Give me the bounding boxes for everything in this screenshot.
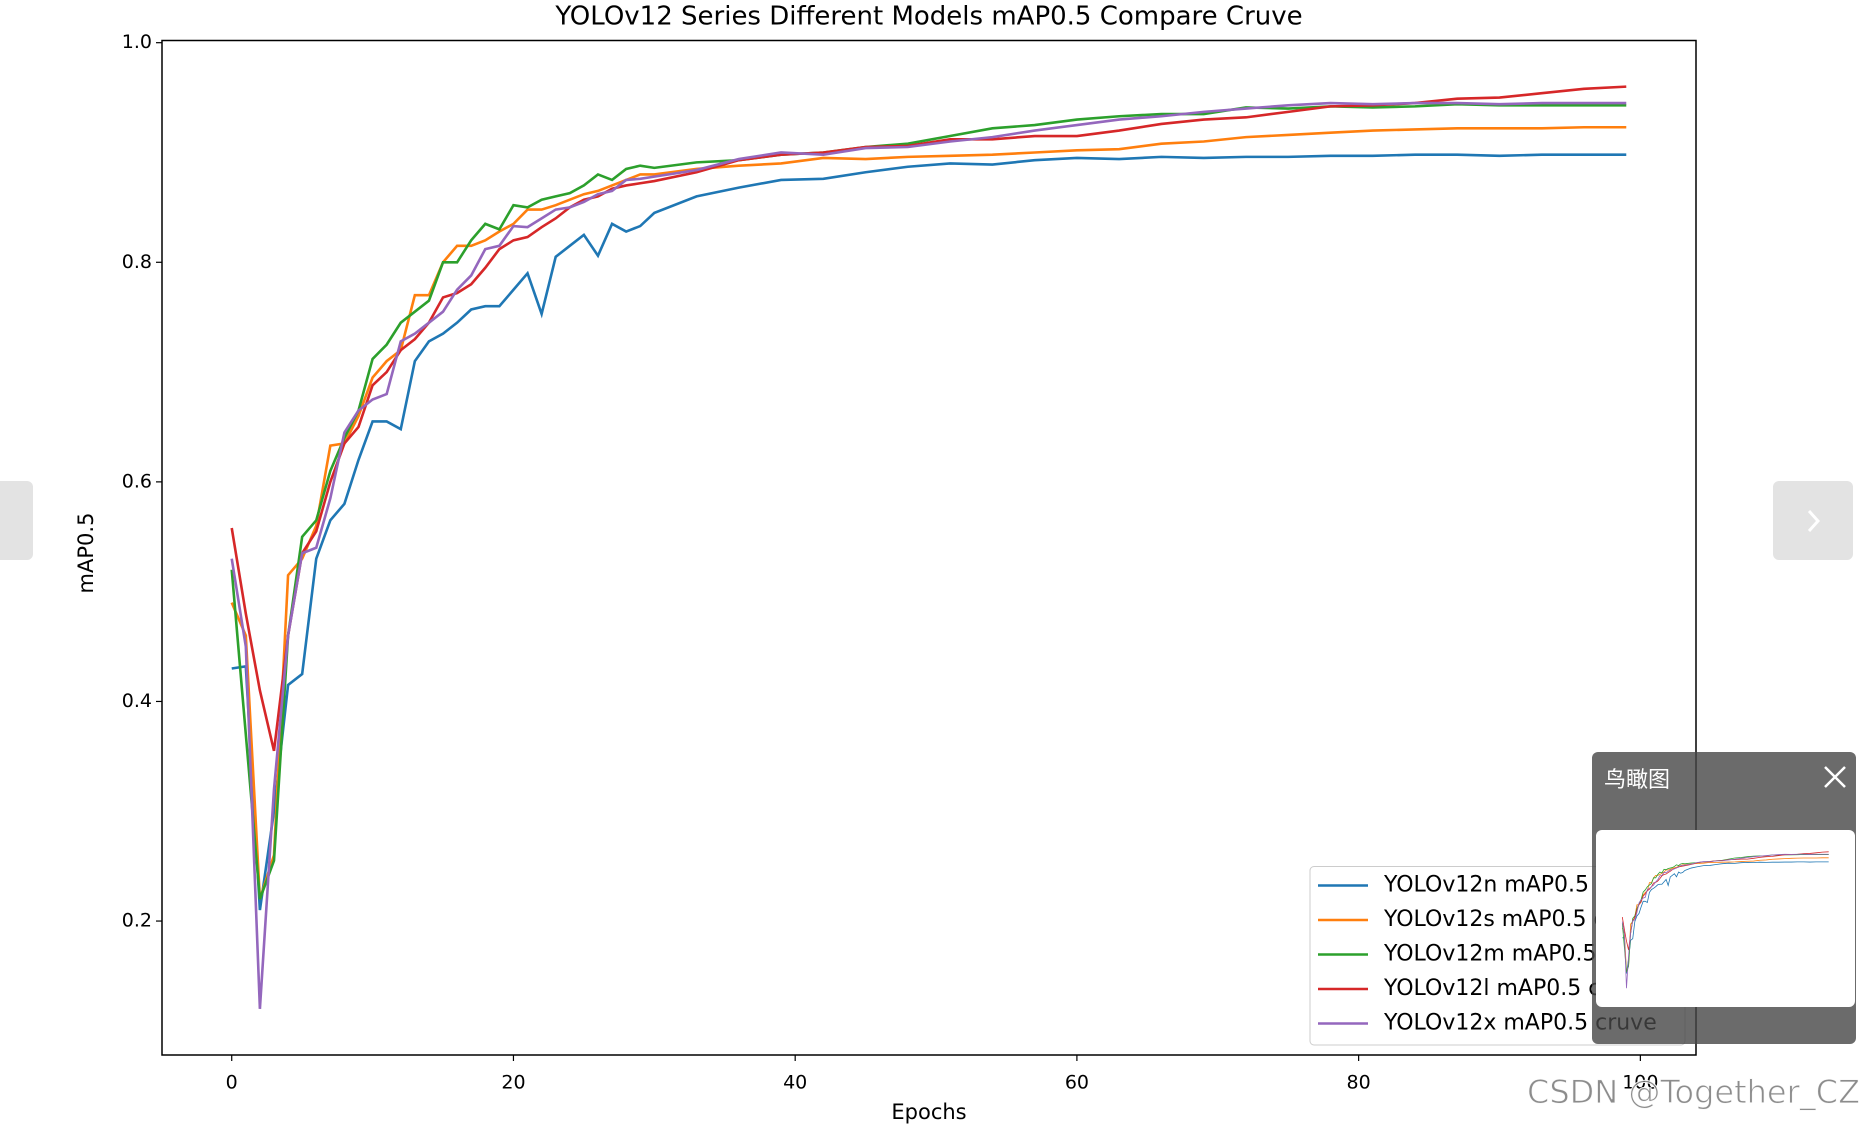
overview-title: 鸟瞰图 (1604, 768, 1671, 793)
overview-line (1621, 857, 1829, 973)
overview-line (1621, 854, 1829, 973)
y-tick-label: 0.4 (122, 690, 152, 712)
x-tick-label: 100 (1622, 1072, 1658, 1094)
next-icon (1807, 509, 1821, 533)
series-line (230, 125, 1627, 900)
overview-line (1621, 853, 1829, 989)
overview-line (1621, 851, 1829, 951)
series-line (230, 101, 1627, 1009)
watermark: CSDN @Together_CZ (1526, 1073, 1861, 1112)
y-tick-label: 0.2 (122, 910, 152, 932)
series-line (230, 102, 1627, 900)
x-tick-label: 40 (783, 1072, 807, 1094)
chart-title: YOLOv12 Series Different Models mAP0.5 C… (554, 2, 1302, 32)
prev-button[interactable] (0, 481, 33, 560)
x-tick-label: 80 (1347, 1072, 1371, 1094)
overview-chart (1621, 851, 1829, 989)
x-tick-label: 20 (501, 1072, 525, 1094)
overview-line (1622, 861, 1829, 974)
series-line (230, 85, 1627, 752)
y-tick-label: 0.6 (122, 470, 152, 492)
x-tick-label: 0 (226, 1072, 238, 1094)
x-axis-label: Epochs (891, 1100, 966, 1124)
y-tick-label: 0.8 (122, 251, 152, 273)
overview-thumbnail[interactable] (1596, 830, 1855, 1007)
series-line (231, 153, 1627, 911)
x-tick-label: 60 (1065, 1072, 1089, 1094)
plot-frame (161, 39, 1697, 1056)
y-axis-label: mAP0.5 (74, 513, 98, 594)
next-button[interactable] (1773, 481, 1853, 560)
y-tick-label: 1.0 (122, 31, 152, 53)
close-button[interactable] (1822, 764, 1848, 790)
